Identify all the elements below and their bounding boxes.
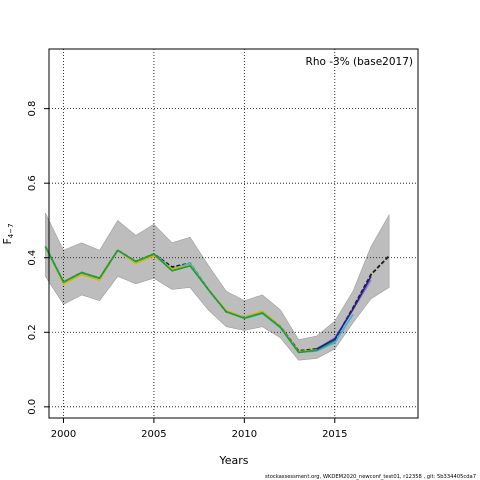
y-axis-title-main: F [1, 238, 14, 244]
svg-text:F4−7: F4−7 [1, 223, 15, 244]
x-tick-label: 2010 [232, 429, 257, 440]
series-line-4 [44, 246, 336, 354]
footer-credit: stockassessment.org, WKDEM2020_newconf_t… [265, 474, 476, 480]
y-axis-title-sub: 4−7 [7, 223, 15, 238]
y-tick-label: 0.2 [27, 324, 38, 340]
annotation-label: Rho -3% (base2017) [306, 56, 413, 68]
y-tick-label: 0.4 [27, 250, 38, 266]
series-line-3 [44, 246, 317, 353]
y-axis: 0.0 0.2 0.4 0.6 0.8 [27, 101, 49, 415]
x-tick-label: 2005 [141, 429, 166, 440]
confidence-band-layer [45, 212, 390, 361]
y-axis-title: F4−7 [1, 223, 15, 244]
y-tick-label: 0.6 [27, 175, 38, 191]
x-axis: 2000 2005 2010 2015 [51, 418, 348, 440]
x-tick-label: 2000 [51, 429, 76, 440]
x-axis-title: Years [218, 454, 248, 467]
confidence-band [45, 212, 390, 361]
series-layer [44, 246, 390, 354]
grid-layer [49, 49, 418, 418]
y-tick-label: 0.0 [27, 399, 38, 415]
x-tick-label: 2015 [322, 429, 347, 440]
y-tick-label: 0.8 [27, 101, 38, 117]
series-line-6 [316, 276, 372, 350]
plot-frame [48, 48, 419, 419]
